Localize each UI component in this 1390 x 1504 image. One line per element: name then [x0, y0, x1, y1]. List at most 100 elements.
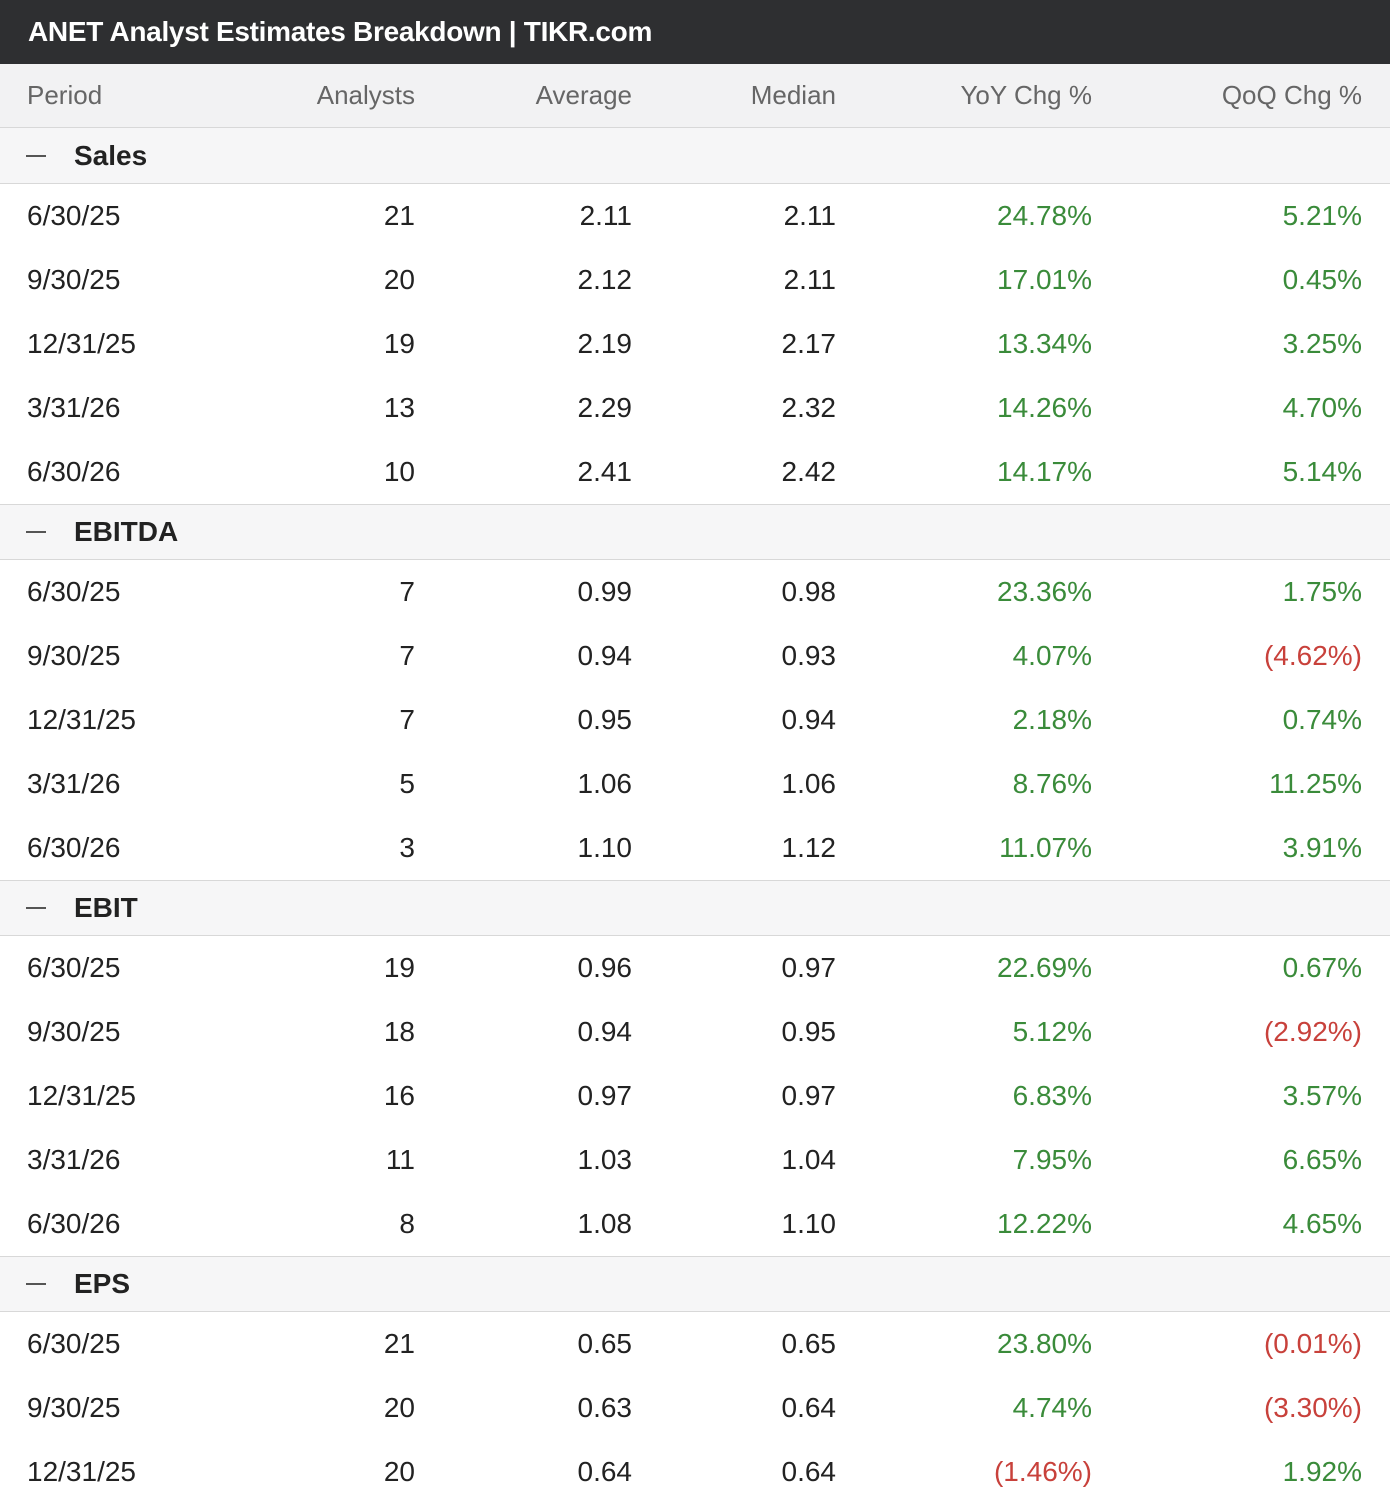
analysts-cell: 21 [383, 200, 415, 231]
column-header-period[interactable]: Period [27, 80, 103, 110]
median-cell: 0.94 [781, 704, 837, 735]
median-cell: 0.97 [781, 952, 837, 983]
period-cell: 3/31/26 [27, 1144, 121, 1175]
period-cell: 6/30/25 [27, 200, 121, 231]
section-label: EPS [74, 1268, 131, 1299]
average-cell: 0.63 [577, 1392, 633, 1423]
yoy-chg-cell: 24.78% [997, 200, 1092, 231]
period-cell: 9/30/25 [27, 264, 121, 295]
section-row-ebit[interactable]: EBIT [0, 880, 1390, 936]
column-header-analysts[interactable]: Analysts [316, 80, 415, 110]
period-cell: 6/30/26 [27, 832, 121, 863]
table-row: 9/30/25 20 0.63 0.64 4.74% (3.30%) [0, 1376, 1390, 1440]
average-cell: 0.94 [577, 1016, 633, 1047]
collapse-minus-icon[interactable] [26, 1283, 46, 1285]
qoq-chg-cell: (0.01%) [1263, 1328, 1362, 1359]
period-cell: 9/30/25 [27, 640, 121, 671]
table-row: 6/30/25 19 0.96 0.97 22.69% 0.67% [0, 936, 1390, 1000]
qoq-chg-cell: (3.30%) [1263, 1392, 1362, 1423]
average-cell: 0.64 [577, 1456, 633, 1487]
median-cell: 1.12 [781, 832, 837, 863]
table-row: 12/31/25 20 0.64 0.64 (1.46%) 1.92% [0, 1440, 1390, 1504]
yoy-chg-cell: 23.36% [997, 576, 1092, 607]
qoq-chg-cell: 0.45% [1282, 264, 1362, 295]
table-body: Sales 6/30/25 21 2.11 2.11 24.78% 5.21% 9/30/25… [0, 128, 1390, 1504]
table-row: 9/30/25 7 0.94 0.93 4.07% (4.62%) [0, 624, 1390, 688]
table-row: 3/31/26 11 1.03 1.04 7.95% 6.65% [0, 1128, 1390, 1192]
period-cell: 6/30/25 [27, 952, 121, 983]
median-cell: 0.64 [781, 1456, 837, 1487]
average-cell: 1.08 [577, 1208, 633, 1239]
median-cell: 1.10 [781, 1208, 837, 1239]
table-row: 12/31/25 16 0.97 0.97 6.83% 3.57% [0, 1064, 1390, 1128]
period-cell: 12/31/25 [27, 1456, 136, 1487]
qoq-chg-cell: 4.65% [1282, 1208, 1362, 1239]
column-header-median[interactable]: Median [750, 80, 836, 110]
qoq-chg-cell: 0.74% [1282, 704, 1362, 735]
average-cell: 0.95 [577, 704, 633, 735]
median-cell: 0.97 [781, 1080, 837, 1111]
analysts-cell: 20 [383, 1392, 415, 1423]
median-cell: 2.11 [783, 200, 836, 231]
analysts-cell: 10 [383, 456, 415, 487]
median-cell: 0.95 [781, 1016, 837, 1047]
collapse-minus-icon[interactable] [26, 531, 46, 533]
median-cell: 0.98 [781, 576, 837, 607]
analysts-cell: 13 [383, 392, 415, 423]
collapse-minus-icon[interactable] [26, 907, 46, 909]
yoy-chg-cell: 6.83% [1012, 1080, 1092, 1111]
period-cell: 6/30/26 [27, 456, 121, 487]
average-cell: 2.19 [577, 328, 633, 359]
median-cell: 2.17 [781, 328, 837, 359]
column-header-average[interactable]: Average [535, 80, 632, 110]
qoq-chg-cell: 6.65% [1282, 1144, 1362, 1175]
period-cell: 3/31/26 [27, 392, 121, 423]
section-label: EBITDA [74, 516, 179, 547]
average-cell: 1.06 [577, 768, 633, 799]
median-cell: 2.32 [781, 392, 837, 423]
period-cell: 12/31/25 [27, 1080, 136, 1111]
analysts-cell: 19 [383, 328, 415, 359]
page-title: ANET Analyst Estimates Breakdown | TIKR.… [0, 0, 1390, 64]
average-cell: 2.11 [579, 200, 632, 231]
average-cell: 1.10 [577, 832, 633, 863]
average-cell: 0.99 [577, 576, 633, 607]
qoq-chg-cell: (2.92%) [1263, 1016, 1362, 1047]
average-cell: 0.97 [577, 1080, 633, 1111]
yoy-chg-cell: 8.76% [1012, 768, 1092, 799]
yoy-chg-cell: 4.74% [1012, 1392, 1092, 1423]
table-row: 3/31/26 5 1.06 1.06 8.76% 11.25% [0, 752, 1390, 816]
median-cell: 2.11 [783, 264, 836, 295]
analysts-cell: 18 [383, 1016, 415, 1047]
analysts-cell: 7 [399, 704, 415, 735]
column-header-yoy-chg[interactable]: YoY Chg % [960, 80, 1092, 110]
column-header-qoq-chg[interactable]: QoQ Chg % [1221, 80, 1362, 110]
qoq-chg-cell: (4.62%) [1263, 640, 1362, 671]
period-cell: 3/31/26 [27, 768, 121, 799]
section-row-ebitda[interactable]: EBITDA [0, 504, 1390, 560]
yoy-chg-cell: 14.26% [997, 392, 1092, 423]
period-cell: 12/31/25 [27, 704, 136, 735]
median-cell: 1.06 [781, 768, 837, 799]
qoq-chg-cell: 0.67% [1282, 952, 1362, 983]
table-row: 9/30/25 18 0.94 0.95 5.12% (2.92%) [0, 1000, 1390, 1064]
yoy-chg-cell: 12.22% [997, 1208, 1092, 1239]
yoy-chg-cell: 22.69% [997, 952, 1092, 983]
analysts-cell: 3 [399, 832, 415, 863]
qoq-chg-cell: 5.14% [1282, 456, 1362, 487]
median-cell: 0.65 [781, 1328, 837, 1359]
qoq-chg-cell: 11.25% [1269, 768, 1362, 799]
yoy-chg-cell: 23.80% [997, 1328, 1092, 1359]
table-row: 6/30/26 8 1.08 1.10 12.22% 4.65% [0, 1192, 1390, 1256]
average-cell: 1.03 [577, 1144, 633, 1175]
table-row: 12/31/25 19 2.19 2.17 13.34% 3.25% [0, 312, 1390, 376]
table-row: 9/30/25 20 2.12 2.11 17.01% 0.45% [0, 248, 1390, 312]
qoq-chg-cell: 3.91% [1282, 832, 1362, 863]
yoy-chg-cell: 17.01% [997, 264, 1092, 295]
section-row-sales[interactable]: Sales [0, 128, 1390, 184]
table-row: 6/30/25 21 0.65 0.65 23.80% (0.01%) [0, 1312, 1390, 1376]
yoy-chg-cell: (1.46%) [993, 1456, 1092, 1487]
section-row-eps[interactable]: EPS [0, 1256, 1390, 1312]
average-cell: 2.12 [577, 264, 633, 295]
collapse-minus-icon[interactable] [26, 154, 46, 157]
